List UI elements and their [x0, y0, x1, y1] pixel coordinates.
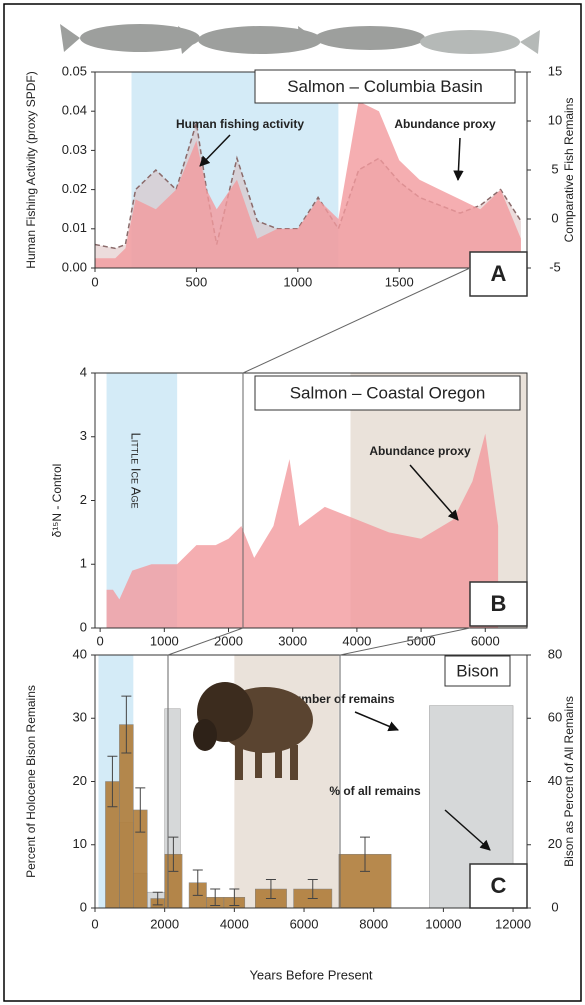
- panel-title: Salmon – Columbia Basin: [287, 77, 483, 96]
- y2-tick-label: 15: [548, 63, 562, 78]
- y-tick-label: 2: [80, 492, 87, 507]
- x-tick-label: 6000: [471, 633, 500, 648]
- y-axis-label: Percent of Holocene Bison Remains: [24, 685, 38, 878]
- error-bar: [168, 836, 179, 872]
- x-tick-label: 1500: [385, 274, 414, 289]
- error-bar: [265, 879, 276, 900]
- x-tick-label: 5000: [407, 633, 436, 648]
- y-tick-label: 40: [73, 646, 87, 661]
- y2-tick-label: 40: [548, 773, 562, 788]
- x-tick-label: 0: [97, 633, 104, 648]
- y-tick-label: 0.04: [62, 103, 87, 118]
- y2-axis-label: Bison as Percent of All Remains: [562, 696, 576, 867]
- error-bar: [135, 787, 146, 833]
- panel: 05001000150020000.000.010.020.030.040.05…: [24, 63, 576, 297]
- x-tick-label: 4000: [220, 916, 249, 931]
- x-tick-label: 1000: [283, 274, 312, 289]
- error-bar: [360, 836, 370, 872]
- panel-letter: C: [491, 873, 507, 898]
- annotation: Abundance proxy: [394, 117, 496, 131]
- y2-tick-label: 80: [548, 646, 562, 661]
- annotation-arrow: [409, 464, 459, 521]
- error-bar: [229, 888, 240, 906]
- y2-axis-label: Comparative Fish Remains: [562, 98, 576, 243]
- annotation: Human fishing activity: [176, 117, 304, 131]
- annotation-arrow: [199, 134, 231, 167]
- y-axis-label: Human Fishing Activity (proxy SPDF): [24, 71, 38, 268]
- y-tick-label: 3: [80, 428, 87, 443]
- x-tick-label: 3000: [278, 633, 307, 648]
- y-tick-label: 0.05: [62, 63, 87, 78]
- x-tick-label: 6000: [290, 916, 319, 931]
- panel-letter: A: [491, 261, 507, 286]
- y-tick-label: 0.01: [62, 220, 87, 235]
- error-bar: [192, 869, 203, 896]
- y2-tick-label: 5: [551, 161, 558, 176]
- y-tick-label: 4: [80, 364, 87, 379]
- area: [106, 433, 499, 628]
- error-bar: [107, 755, 118, 808]
- period-label: Little Ice Age: [129, 432, 144, 508]
- panel-title: Bison: [456, 661, 499, 680]
- letter-box: [469, 581, 528, 627]
- panel: 0 1000 2000 3000 4000 5000 6000 0 1 2 3 4 δ¹⁵N - Con…: [50, 364, 528, 648]
- y2-tick-label: 60: [548, 710, 562, 725]
- x-tick-label: 0: [91, 274, 98, 289]
- x-tick-label: 1000: [150, 633, 179, 648]
- y-tick-label: 30: [73, 710, 87, 725]
- x-tick-label: 500: [186, 274, 208, 289]
- y2-tick-label: 10: [548, 112, 562, 127]
- y2-tick-label: 20: [548, 836, 562, 851]
- area: [95, 101, 521, 269]
- x-tick-label: 10000: [425, 916, 461, 931]
- y-tick-label: 0: [80, 619, 87, 634]
- error-bar: [307, 879, 318, 900]
- x-tick-label: 4000: [342, 633, 371, 648]
- y-tick-label: 0.00: [62, 259, 87, 274]
- fish-illustration: [60, 24, 540, 54]
- y-tick-label: 10: [73, 836, 87, 851]
- y-tick-label: 20: [73, 773, 87, 788]
- panel-letter: B: [491, 591, 507, 616]
- letter-box: [469, 863, 528, 909]
- annotation-arrow: [354, 711, 399, 732]
- panel: 0 2000 4000 6000 8000 10000 12000 0 10 20 30 40 0 20 4…: [24, 646, 576, 982]
- error-bar: [152, 891, 163, 906]
- annotation-arrow: [453, 137, 464, 182]
- error-bar: [210, 888, 221, 906]
- bar: [338, 853, 392, 909]
- y2-tick-label: 0: [551, 210, 558, 225]
- error-bar: [121, 695, 132, 754]
- connector-lines: [167, 267, 471, 908]
- y-tick-label: 0.03: [62, 142, 87, 157]
- x-tick-label: 12000: [495, 916, 531, 931]
- title-box: [254, 375, 521, 411]
- title-box: [444, 655, 511, 687]
- bison-illustration: [193, 682, 313, 780]
- x-tick-label: 0: [91, 916, 98, 931]
- y-tick-label: 1: [80, 556, 87, 571]
- x-axis-label: Years Before Present: [249, 967, 372, 982]
- x-tick-label: 8000: [359, 916, 388, 931]
- y2-tick-label: -5: [549, 259, 561, 274]
- annotation: % of all remains: [329, 784, 421, 798]
- panel-title: Salmon – Coastal Oregon: [290, 383, 486, 402]
- y-tick-label: 0: [80, 899, 87, 914]
- title-box: [254, 69, 516, 104]
- x-tick-label: 2000: [214, 633, 243, 648]
- y-axis-label: δ¹⁵N - Control: [50, 464, 64, 538]
- annotation-arrow: [444, 809, 491, 851]
- x-tick-label: 2000: [150, 916, 179, 931]
- y-tick-label: 0.02: [62, 181, 87, 196]
- y2-tick-label: 0: [551, 899, 558, 914]
- letter-box: [469, 251, 528, 297]
- annotation: Abundance proxy: [369, 444, 471, 458]
